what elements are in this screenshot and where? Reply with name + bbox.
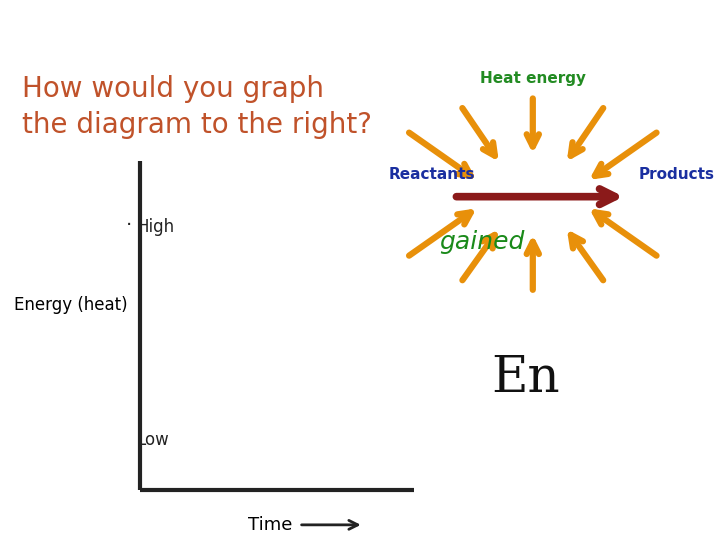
Text: Low: Low (137, 431, 169, 449)
Text: 14: 14 (673, 10, 698, 28)
Text: How would you graph
the diagram to the right?: How would you graph the diagram to the r… (22, 76, 372, 139)
Text: Energy (heat): Energy (heat) (14, 296, 128, 314)
Text: Heat energy: Heat energy (480, 71, 586, 85)
Text: Products: Products (639, 166, 715, 181)
Text: Time: Time (248, 516, 293, 534)
Text: Reactants: Reactants (389, 166, 475, 181)
Text: gained: gained (439, 230, 525, 254)
Text: En: En (491, 354, 560, 403)
Text: ·: · (125, 217, 132, 235)
Text: High: High (137, 218, 175, 236)
